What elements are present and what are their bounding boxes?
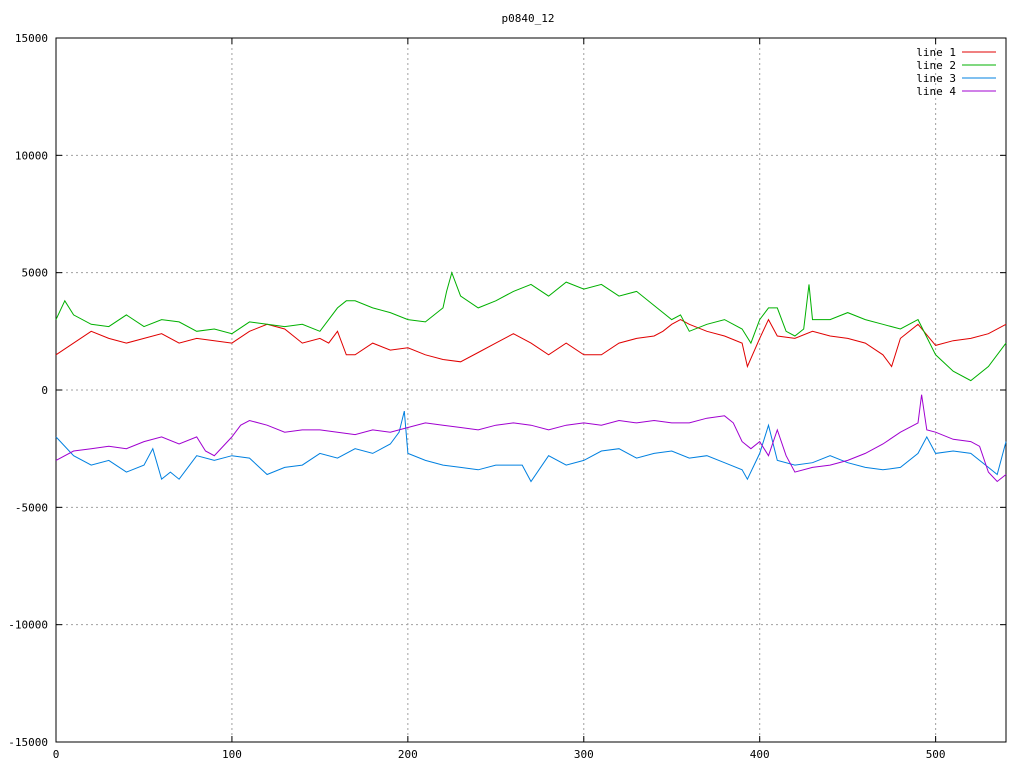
legend-label-1: line 1: [916, 46, 956, 59]
series-line-4: [55, 394, 1007, 483]
x-tick-label: 500: [926, 748, 946, 761]
legend-label-4: line 4: [916, 85, 956, 98]
grid-lines: [56, 38, 1006, 742]
y-tick-label: -15000: [8, 736, 48, 749]
axis-ticks: -15000 -10000 -5000 0 5000 10000 15000 0 100 200 3…: [8, 32, 1006, 761]
y-tick-label: 10000: [15, 149, 48, 162]
y-tick-label: 15000: [15, 32, 48, 45]
series-line-3: [55, 410, 1007, 483]
y-tick-label: 0: [41, 384, 48, 397]
x-tick-label: 400: [750, 748, 770, 761]
series-line-2: [55, 271, 1007, 382]
x-tick-label: 300: [574, 748, 594, 761]
x-tick-label: 200: [398, 748, 418, 761]
legend-label-2: line 2: [916, 59, 956, 72]
legend-label-3: line 3: [916, 72, 956, 85]
y-tick-label: 5000: [22, 267, 49, 280]
x-tick-label: 0: [53, 748, 60, 761]
series-lines: [55, 271, 1007, 483]
chart-title: p0840_12: [502, 12, 555, 25]
y-tick-label: -5000: [15, 501, 48, 514]
x-tick-label: 100: [222, 748, 242, 761]
y-tick-label: -10000: [8, 619, 48, 632]
series-line-1: [55, 318, 1007, 369]
